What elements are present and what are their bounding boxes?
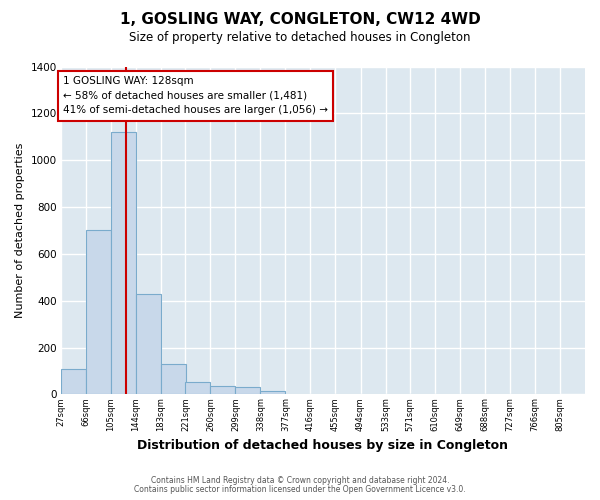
Bar [260,391,286,394]
Text: Size of property relative to detached houses in Congleton: Size of property relative to detached ho… [129,31,471,44]
Bar [211,386,235,394]
Text: 1 GOSLING WAY: 128sqm
← 58% of detached houses are smaller (1,481)
41% of semi-d: 1 GOSLING WAY: 128sqm ← 58% of detached … [63,76,328,116]
Bar [185,382,211,394]
Bar [235,388,260,394]
Bar [111,132,136,394]
Bar [161,364,186,394]
Y-axis label: Number of detached properties: Number of detached properties [15,143,25,318]
Bar [86,230,111,394]
Text: 1, GOSLING WAY, CONGLETON, CW12 4WD: 1, GOSLING WAY, CONGLETON, CW12 4WD [119,12,481,28]
Bar [136,294,161,394]
X-axis label: Distribution of detached houses by size in Congleton: Distribution of detached houses by size … [137,440,508,452]
Text: Contains public sector information licensed under the Open Government Licence v3: Contains public sector information licen… [134,485,466,494]
Bar [61,368,86,394]
Text: Contains HM Land Registry data © Crown copyright and database right 2024.: Contains HM Land Registry data © Crown c… [151,476,449,485]
